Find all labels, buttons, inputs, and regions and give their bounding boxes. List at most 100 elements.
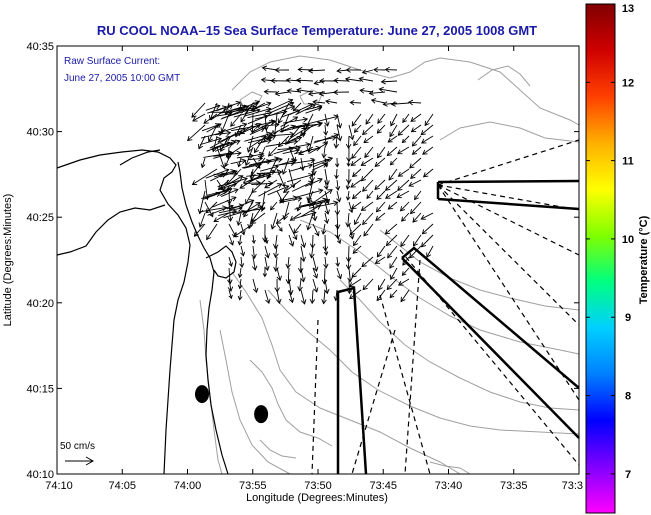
radar-range-line [437, 139, 580, 186]
colorbar-tick-label: 13 [622, 3, 634, 15]
colorbar-tick-label: 11 [622, 156, 634, 168]
bathymetry-contour [249, 359, 333, 447]
current-vector [351, 201, 362, 210]
current-vector [349, 99, 362, 106]
colorbar-tick-label: 9 [625, 312, 631, 324]
current-vector [294, 210, 317, 219]
x-tick-label: 74:05 [108, 480, 136, 492]
current-vector [366, 190, 374, 200]
current-vector [400, 234, 410, 247]
current-vector [285, 267, 292, 285]
scale-arrow-label: 50 cm/s [60, 441, 95, 452]
shipping-channels [336, 179, 580, 475]
current-vector [261, 122, 280, 128]
current-vector [262, 267, 268, 278]
coastline [56, 149, 237, 475]
current-vector [365, 113, 374, 125]
current-vector [244, 131, 273, 142]
current-vector [310, 198, 330, 207]
current-vector [294, 145, 322, 155]
current-vector [251, 245, 257, 260]
current-vector [363, 223, 374, 237]
bathymetry-contour [267, 289, 580, 435]
current-vector [281, 109, 301, 118]
current-vector [270, 201, 278, 211]
current-vector [276, 289, 282, 305]
current-vector [289, 127, 307, 140]
current-vector [424, 113, 434, 127]
current-vector [389, 289, 398, 299]
current-vector [205, 168, 230, 179]
current-vector [352, 168, 362, 178]
chart-title: RU COOL NOAA–15 Sea Surface Temperature:… [97, 23, 537, 38]
current-vector [218, 122, 248, 134]
current-vector [359, 88, 374, 94]
colorbar-tick-label: 10 [622, 234, 634, 246]
current-vector [387, 245, 398, 259]
current-vector [199, 136, 223, 146]
x-axis-label: Longitude (Degrees:Minutes) [246, 492, 388, 504]
current-vector [248, 136, 267, 149]
current-vector [333, 77, 350, 84]
current-vector [201, 189, 228, 199]
current-vector [237, 234, 243, 246]
current-vector [200, 157, 206, 169]
current-vector [264, 289, 271, 305]
current-vector [324, 212, 330, 225]
current-vector [374, 179, 386, 191]
current-vector [223, 181, 238, 189]
current-vector [309, 245, 315, 259]
current-vector [274, 67, 290, 73]
current-vector [421, 135, 434, 144]
current-vector [362, 179, 374, 192]
current-vector [377, 113, 386, 124]
current-vector [272, 131, 295, 138]
current-vector [401, 267, 410, 276]
current-vector [321, 289, 327, 305]
y-tick-label: 40:20 [26, 298, 54, 310]
current-vector [273, 146, 295, 155]
y-tick-label: 40:10 [26, 469, 54, 481]
current-vector [389, 157, 398, 166]
current-vector [237, 289, 243, 301]
x-axis: 74:10 74:05 74:00 73:55 73:50 73:45 73:40 73:35… [45, 46, 583, 492]
current-vector [336, 190, 342, 203]
bathymetry-contour [439, 121, 580, 143]
current-vector [314, 135, 337, 143]
current-vector [408, 179, 422, 187]
current-vector [228, 256, 233, 267]
current-vector [376, 124, 386, 134]
x-tick-label: 73:35 [500, 480, 528, 492]
x-tick-label: 73:45 [369, 480, 397, 492]
current-vector [219, 175, 244, 190]
colorbar-label: Temperature (°C) [638, 215, 650, 304]
y-axis-label: Latitude (Degrees:Minutes) [2, 194, 14, 327]
current-vector [228, 234, 234, 246]
current-vector [333, 89, 350, 96]
current-vector [334, 212, 341, 230]
current-vector [281, 195, 299, 201]
current-vector [323, 124, 329, 136]
current-vector [336, 267, 343, 280]
current-vector [294, 201, 314, 210]
bathymetry-contour [219, 329, 291, 475]
current-vector [281, 157, 290, 175]
x-tick-label: 73:40 [435, 480, 463, 492]
bathymetry-contour [231, 271, 461, 475]
current-vector [288, 163, 314, 172]
coastline-segment [205, 245, 237, 279]
current-vector [397, 179, 410, 191]
current-vector [198, 212, 206, 228]
current-vector [390, 113, 398, 127]
current-vector [282, 147, 301, 154]
current-vector [373, 67, 386, 73]
current-vector [382, 101, 398, 107]
colorbar-tick-label: 12 [622, 77, 634, 89]
x-tick-label: 73:3 [562, 480, 583, 492]
coastline-segment [56, 149, 191, 475]
current-vector [308, 200, 339, 209]
current-vector [351, 146, 362, 160]
current-vector [279, 196, 303, 204]
current-vector [201, 123, 221, 132]
